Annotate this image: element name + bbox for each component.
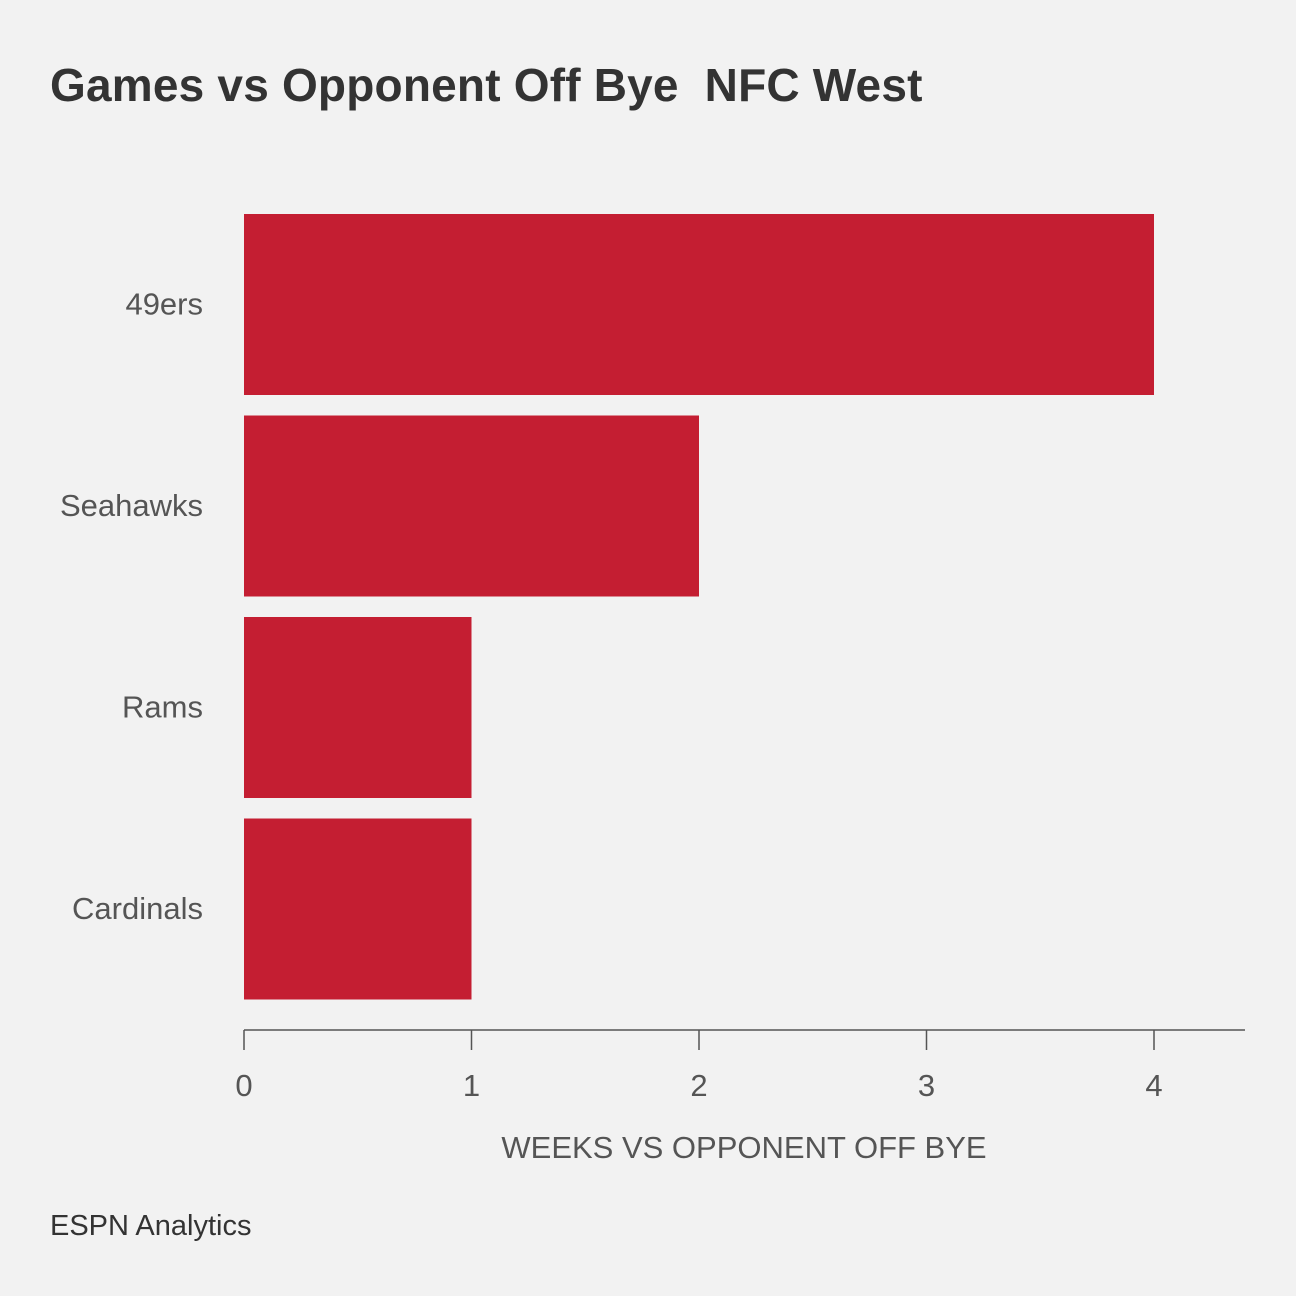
x-tick-label-4: 4 <box>1145 1068 1162 1103</box>
x-tick-label-1: 1 <box>463 1068 480 1103</box>
bar-cardinals <box>244 818 472 1000</box>
x-tick-label-0: 0 <box>235 1068 252 1103</box>
bars-layer <box>244 214 1154 1000</box>
x-axis-label: WEEKS VS OPPONENT OFF BYE <box>501 1130 986 1165</box>
chart-title: Games vs Opponent Off Bye NFC West <box>50 59 923 111</box>
x-tick-label-3: 3 <box>918 1068 935 1103</box>
category-label-cardinals: Cardinals <box>72 891 203 926</box>
bar-49ers <box>244 214 1154 395</box>
category-label-49ers: 49ers <box>125 287 203 322</box>
x-tick-label-2: 2 <box>690 1068 707 1103</box>
source-note: ESPN Analytics <box>50 1210 252 1242</box>
x-axis: 0 1 2 3 4 <box>235 1029 1245 1103</box>
bar-seahawks <box>244 415 699 597</box>
category-label-rams: Rams <box>122 690 203 725</box>
category-labels: 49ers Seahawks Rams Cardinals <box>60 287 203 927</box>
bar-rams <box>244 617 472 798</box>
category-label-seahawks: Seahawks <box>60 488 203 523</box>
